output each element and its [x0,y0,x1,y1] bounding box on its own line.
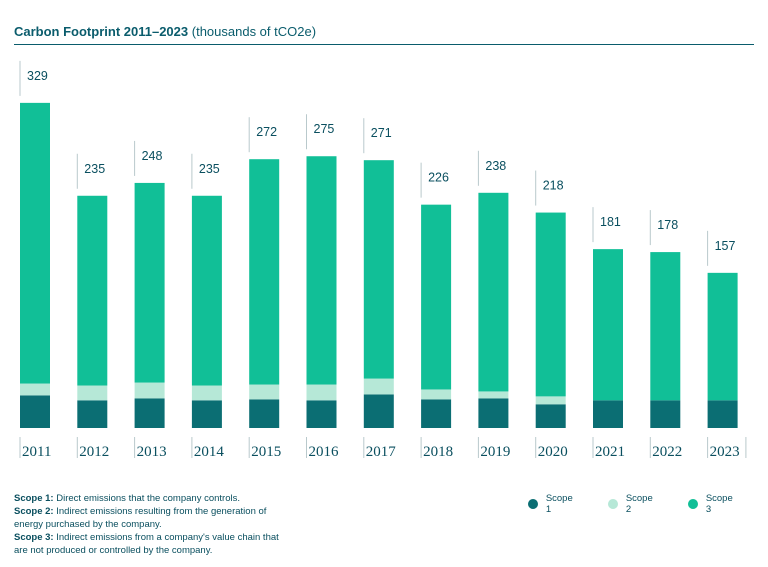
legend-swatch-scope1 [528,499,538,509]
value-label-2015: 272 [256,125,277,139]
scope2-note: Scope 2: Indirect emissions resulting fr… [14,505,294,531]
legend-swatch-scope3 [688,499,698,509]
bar-scope1-2021 [593,400,623,428]
legend-label-scope3: Scope 3 [706,493,740,515]
bar-scope2-2015 [249,385,279,400]
bar-scope1-2018 [421,399,451,428]
bar-scope1-2019 [478,398,508,428]
year-label-2021: 2021 [595,444,625,460]
bar-scope1-2022 [650,400,680,428]
value-label-2012: 235 [84,162,105,176]
bar-scope2-2018 [421,389,451,399]
bar-scope3-2017 [364,160,394,378]
year-label-2017: 2017 [366,444,397,460]
chart-legend: Scope 1 Scope 2 Scope 3 [528,493,768,515]
bar-scope1-2016 [307,400,337,428]
year-label-2013: 2013 [137,444,167,460]
bar-scope3-2021 [593,249,623,400]
scope3-note: Scope 3: Indirect emissions from a compa… [14,531,294,557]
scope1-note: Scope 1: Direct emissions that the compa… [14,492,294,505]
scope1-note-term: Scope 1: [14,493,54,504]
bar-scope3-2020 [536,213,566,397]
bar-scope1-2020 [536,404,566,428]
bar-scope1-2017 [364,394,394,428]
bar-scope3-2015 [249,159,279,384]
year-label-2020: 2020 [538,444,568,460]
value-label-2013: 248 [142,149,163,163]
bar-scope2-2014 [192,386,222,401]
legend-swatch-scope2 [608,499,618,509]
scope-definitions: Scope 1: Direct emissions that the compa… [14,492,294,557]
bar-scope2-2011 [20,384,50,396]
value-label-2011: 329 [27,69,48,83]
bar-scope3-2016 [307,156,337,384]
bar-scope1-2013 [135,398,165,428]
bar-scope3-2019 [478,193,508,392]
year-label-2022: 2022 [652,444,682,460]
year-label-2023: 2023 [710,444,740,460]
value-label-2019: 238 [485,159,506,173]
year-label-2011: 2011 [22,444,51,460]
legend-item-scope3: Scope 3 [688,493,740,515]
year-label-2016: 2016 [309,444,340,460]
bar-scope2-2019 [478,391,508,398]
year-label-2019: 2019 [480,444,510,460]
value-label-2016: 275 [314,122,335,136]
value-label-2017: 271 [371,126,392,140]
bar-scope1-2023 [708,400,738,428]
year-label-2012: 2012 [79,444,109,460]
bar-scope3-2014 [192,196,222,386]
bar-scope3-2012 [77,196,107,386]
scope3-note-text: Indirect emissions from a company's valu… [14,532,279,556]
scope2-note-term: Scope 2: [14,506,54,517]
bar-scope2-2016 [307,385,337,401]
year-label-2018: 2018 [423,444,453,460]
bar-scope2-2017 [364,379,394,395]
value-label-2022: 178 [657,218,678,232]
year-label-2015: 2015 [251,444,281,460]
bar-scope1-2015 [249,399,279,428]
bar-scope2-2020 [536,396,566,404]
value-label-2014: 235 [199,162,220,176]
bar-scope1-2012 [77,400,107,428]
bar-scope3-2023 [708,273,738,400]
value-label-2018: 226 [428,171,449,185]
bar-scope1-2011 [20,395,50,428]
legend-label-scope1: Scope 1 [546,493,580,515]
bar-scope3-2013 [135,183,165,383]
legend-item-scope1: Scope 1 [528,493,580,515]
bar-scope2-2012 [77,386,107,401]
legend-item-scope2: Scope 2 [608,493,660,515]
bar-scope3-2022 [650,252,680,400]
value-label-2020: 218 [543,179,564,193]
bar-scope3-2011 [20,103,50,384]
bar-scope1-2014 [192,400,222,428]
bar-scope3-2018 [421,205,451,390]
legend-label-scope2: Scope 2 [626,493,660,515]
value-label-2023: 157 [715,239,736,253]
year-label-2014: 2014 [194,444,225,460]
stacked-bar-chart: 329 2011 235 2012 248 2013 235 2014 272 2015 275 20… [0,0,768,480]
value-label-2021: 181 [600,215,621,229]
scope3-note-term: Scope 3: [14,532,54,543]
scope1-note-text: Direct emissions that the company contro… [56,493,240,504]
bar-scope2-2013 [135,383,165,399]
